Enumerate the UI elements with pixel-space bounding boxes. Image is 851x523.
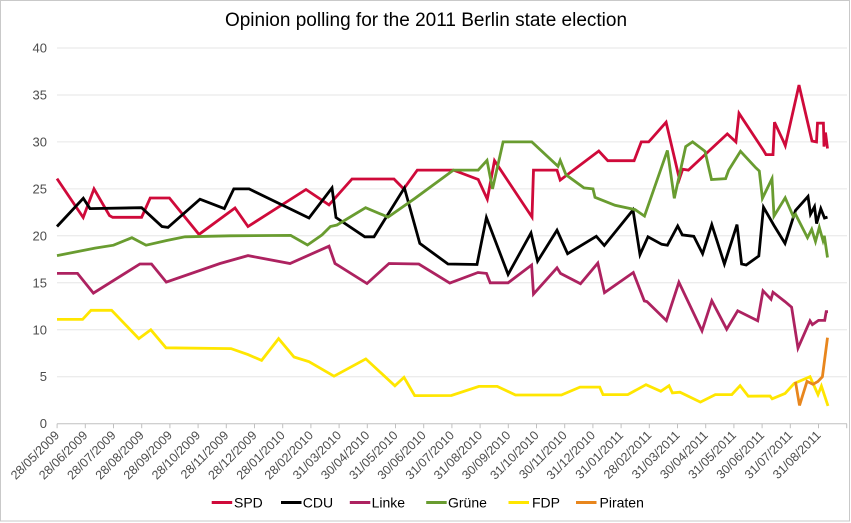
- svg-text:Opinion polling for the 2011 B: Opinion polling for the 2011 Berlin stat…: [225, 10, 627, 31]
- svg-text:Piraten: Piraten: [600, 495, 644, 511]
- svg-text:Grüne: Grüne: [448, 495, 487, 511]
- svg-text:FDP: FDP: [532, 495, 560, 511]
- svg-text:35: 35: [33, 88, 47, 103]
- svg-text:15: 15: [33, 275, 47, 290]
- svg-text:5: 5: [40, 369, 47, 384]
- svg-text:20: 20: [33, 228, 47, 243]
- svg-text:Linke: Linke: [372, 495, 406, 511]
- svg-text:40: 40: [33, 41, 47, 56]
- svg-text:SPD: SPD: [234, 495, 263, 511]
- svg-text:10: 10: [33, 322, 47, 337]
- svg-text:30: 30: [33, 134, 47, 149]
- svg-text:0: 0: [40, 416, 47, 431]
- svg-text:25: 25: [33, 181, 47, 196]
- svg-text:CDU: CDU: [303, 495, 333, 511]
